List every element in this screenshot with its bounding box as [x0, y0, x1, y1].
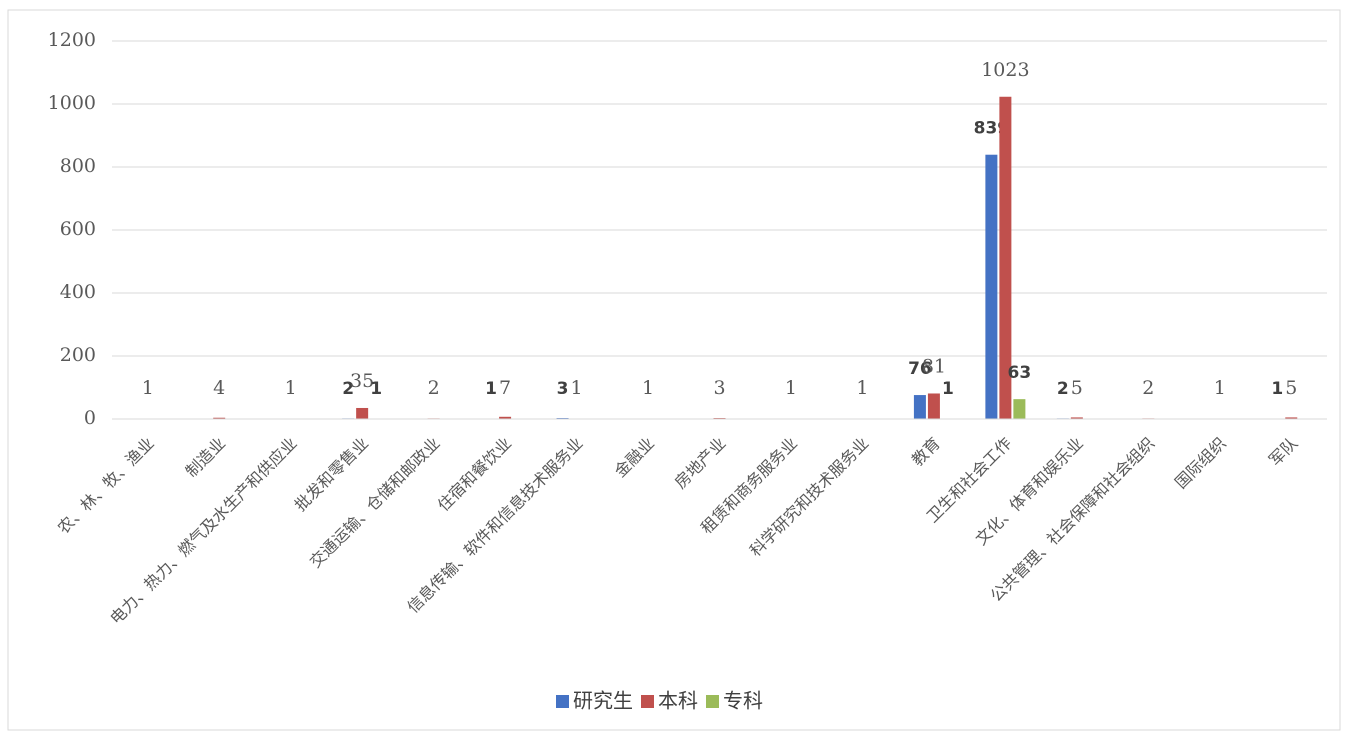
bar: [1013, 399, 1026, 419]
data-label: 1: [856, 377, 868, 399]
data-label: 4: [213, 377, 225, 399]
data-label: 7: [499, 377, 511, 399]
data-label: 1: [142, 377, 154, 399]
data-label: 1: [1271, 379, 1283, 399]
y-tick-label: 600: [60, 218, 96, 240]
data-label: 1: [485, 379, 497, 399]
bar: [1070, 417, 1083, 419]
bar: [985, 154, 998, 419]
bar: [1285, 417, 1298, 419]
legend: 研究生 本科 专科: [556, 689, 763, 713]
legend-label: 研究生: [573, 689, 633, 713]
data-label: 1: [642, 377, 654, 399]
legend-swatch: [706, 695, 719, 708]
data-label: 3: [713, 377, 725, 399]
bar: [999, 96, 1012, 419]
data-label: 35: [350, 370, 374, 392]
data-label: 2: [342, 379, 354, 399]
data-label: 1: [571, 377, 583, 399]
data-label: 63: [1008, 363, 1032, 383]
data-label: 1: [285, 377, 297, 399]
chart-border: [7, 9, 1341, 731]
bar: [913, 395, 926, 419]
data-label: 5: [1285, 377, 1297, 399]
data-label: 2: [1057, 379, 1069, 399]
legend-label: 本科: [658, 689, 698, 713]
data-label: 3: [557, 379, 569, 399]
data-label: 1: [1214, 377, 1226, 399]
bar: [499, 416, 512, 419]
legend-swatch: [556, 695, 569, 708]
data-label: 81: [922, 355, 946, 377]
data-label: 5: [1071, 377, 1083, 399]
data-label: 1: [942, 379, 954, 399]
data-label: 1: [785, 377, 797, 399]
data-label: 1023: [981, 59, 1029, 81]
data-label: 76: [908, 359, 932, 379]
legend-swatch: [641, 695, 654, 708]
bar: [356, 407, 369, 419]
data-label: 2: [1142, 377, 1154, 399]
y-tick-label: 800: [60, 155, 96, 177]
legend-label: 专科: [723, 689, 763, 713]
y-tick-label: 200: [60, 344, 96, 366]
y-tick-label: 1200: [48, 29, 96, 51]
y-tick-label: 400: [60, 281, 96, 303]
data-label: 1: [370, 379, 382, 399]
bar: [927, 393, 940, 419]
y-tick-label: 0: [84, 407, 96, 429]
bar: [213, 417, 226, 419]
y-tick-label: 1000: [48, 92, 96, 114]
data-label: 2: [428, 377, 440, 399]
